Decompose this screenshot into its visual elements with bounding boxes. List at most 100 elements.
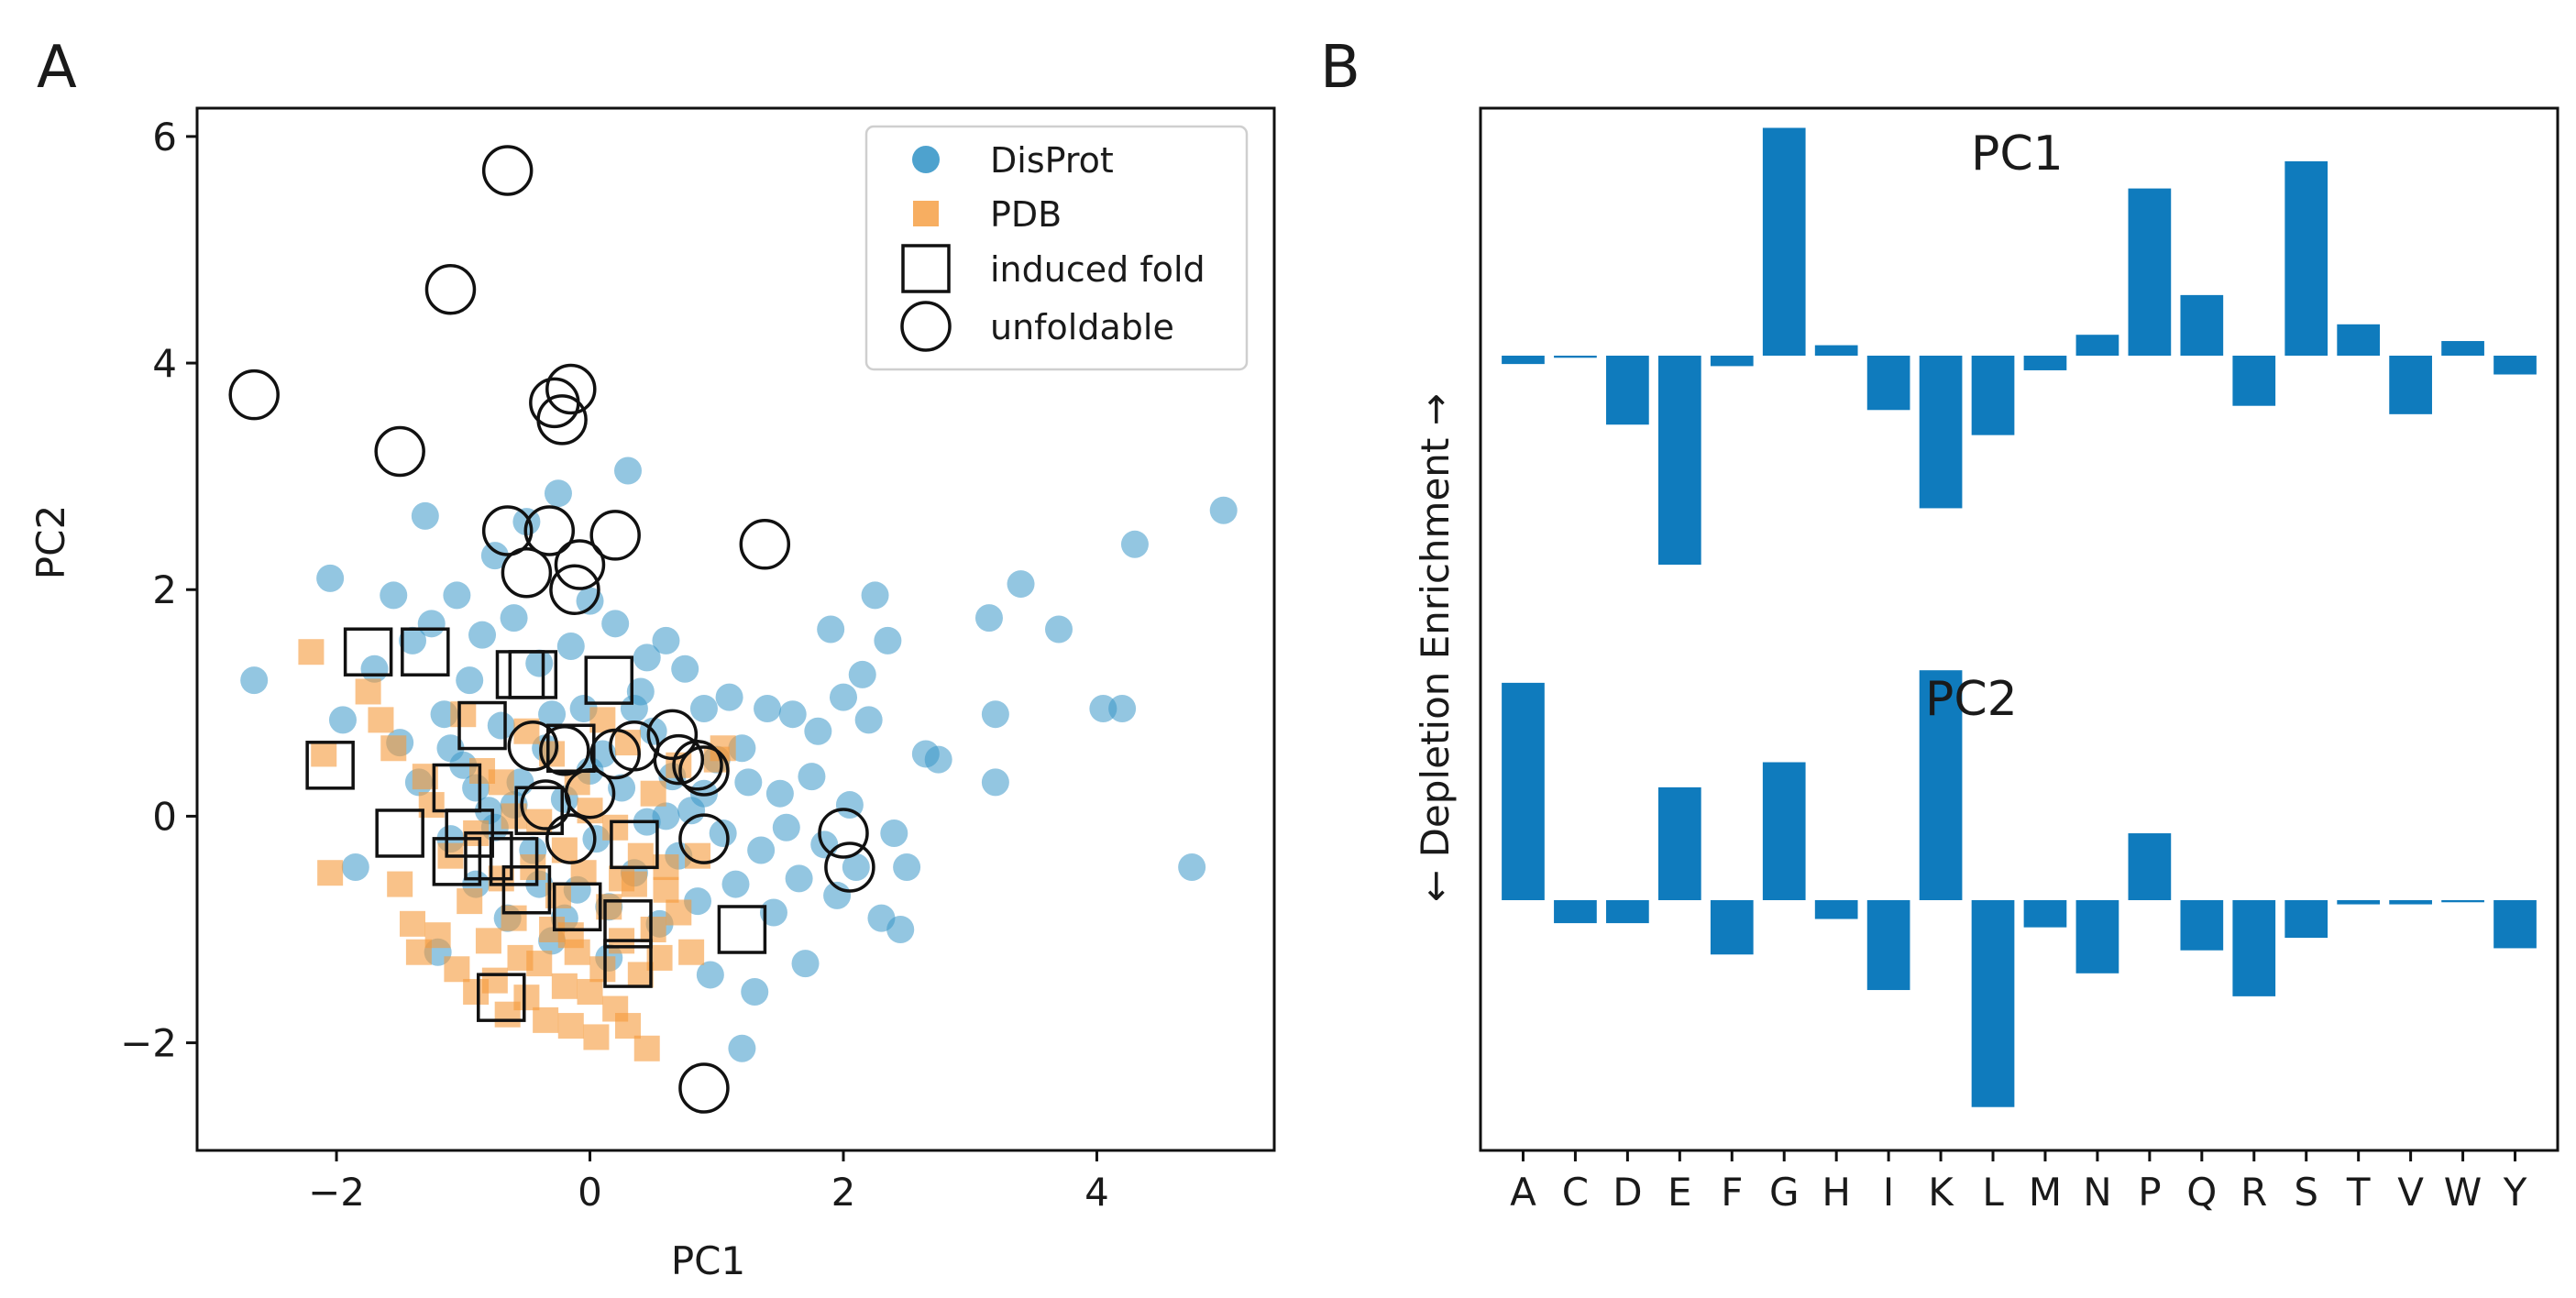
unfoldable-marker [678, 1062, 730, 1114]
disprot-point [443, 581, 471, 610]
disprot-point [1007, 570, 1035, 599]
pc1-bar [1919, 356, 1963, 509]
unfoldable-marker [481, 505, 534, 556]
category-label: R [2240, 1170, 2267, 1215]
series-title: PC1 [1971, 126, 2064, 182]
induced-fold-marker [375, 808, 424, 858]
pc1-bar [1814, 345, 1858, 356]
pc1-bar [2441, 341, 2484, 356]
x-tick-label: −2 [308, 1170, 365, 1215]
pdb-point [678, 939, 705, 965]
category-label: P [2138, 1170, 2161, 1215]
induced-fold-marker [717, 905, 767, 954]
pdb-point [298, 639, 325, 666]
pdb-point [475, 928, 501, 954]
scatter-plot: −2 0 2 4 −2 0 2 4 6 PC1 PC2 DisProt PDB induced fold u… [28, 106, 1276, 1283]
unfoldable-marker [536, 394, 588, 446]
disprot-point [880, 819, 908, 847]
x-tick-label: 4 [1084, 1170, 1109, 1215]
pc1-bar [2284, 160, 2328, 356]
pdb-point [380, 735, 407, 762]
bar-chart: PC1 PC2 A C D E F G H I K L M N P Q R S T V W Y ← Depletion En… [1413, 106, 2559, 1215]
induced-fold-marker [584, 655, 634, 705]
pc2-bar [1971, 900, 2015, 1107]
disprot-point [974, 604, 1003, 632]
category-label: V [2397, 1170, 2424, 1215]
x-axis-label: PC1 [671, 1238, 745, 1283]
pc2-bar [2441, 900, 2484, 903]
disprot-point [791, 950, 820, 978]
disprot-point [804, 717, 832, 745]
series-title: PC2 [1925, 672, 2018, 727]
disprot-point [525, 649, 554, 677]
disprot-point [671, 654, 699, 683]
unfoldable-marker [678, 745, 730, 797]
disprot-point [652, 802, 680, 830]
disprot-point [456, 666, 484, 695]
disprot-point [696, 961, 724, 989]
pdb-point [424, 922, 451, 949]
disprot-point [399, 626, 426, 654]
unfoldable-marker [653, 733, 705, 786]
disprot-point [487, 711, 515, 740]
unfoldable-marker [539, 724, 590, 776]
pdb-point [368, 707, 394, 733]
disprot-point [1089, 695, 1117, 723]
induced-fold-marker [514, 786, 564, 835]
category-label: I [1883, 1170, 1894, 1215]
disprot-point [538, 700, 567, 729]
pdb-point [557, 922, 584, 949]
disprot-point [785, 864, 813, 893]
category-label: F [1721, 1170, 1743, 1215]
unfoldable-marker [739, 519, 791, 570]
legend-box [864, 125, 1249, 371]
unfoldable-marker [501, 546, 553, 599]
y-tick-label: 4 [152, 341, 177, 386]
induced-fold-marker [477, 973, 526, 1022]
unfoldable-marker [564, 767, 616, 820]
induced-fold-marker [546, 723, 596, 774]
disprot-point [893, 853, 921, 882]
disprot-point [728, 1034, 756, 1062]
pdb-point [311, 741, 337, 767]
legend-label: DisProt [990, 140, 1114, 181]
pc1-bar [1657, 356, 1701, 565]
disprot-point [817, 615, 845, 644]
disprot-point [417, 610, 446, 638]
unfoldable-marker [523, 505, 576, 556]
pdb-point [583, 1024, 610, 1050]
pc2-bar [1919, 670, 1963, 900]
pc2-bar [2232, 900, 2276, 996]
pc2-bar [1866, 900, 1910, 991]
unfoldable-marker [818, 808, 869, 859]
category-label: C [1562, 1170, 1589, 1215]
induced-fold-marker [508, 650, 558, 699]
category-label: N [2083, 1170, 2111, 1215]
y-tick-label: 0 [152, 794, 177, 839]
pc1-bar [2232, 356, 2276, 406]
legend-label: unfoldable [990, 307, 1174, 347]
induced-fold-marker [305, 741, 355, 790]
unfoldable-marker [549, 564, 600, 615]
disprot-point [981, 768, 1009, 797]
pdb-point [481, 967, 508, 994]
disprot-point [1045, 615, 1073, 644]
induced-fold-marker [552, 882, 602, 932]
disprot-point [601, 610, 630, 638]
plot-frame [1479, 106, 2559, 1152]
category-label: W [2444, 1170, 2482, 1215]
category-label: H [1822, 1170, 1851, 1215]
pdb-point [633, 1035, 660, 1062]
panel-a-label: A [37, 34, 77, 102]
legend: DisProt PDB induced fold unfoldable [864, 125, 1249, 371]
unfoldable-marker [678, 813, 730, 864]
pc1-bar [1606, 356, 1649, 425]
pdb-point [444, 956, 470, 983]
disprot-point [689, 695, 718, 723]
disprot-point [747, 836, 776, 864]
pc2-bar [2493, 900, 2537, 949]
pdb-point [488, 769, 514, 796]
pc1-bar [1554, 356, 1597, 358]
pdb-point [577, 798, 603, 824]
y-axis-label: PC2 [28, 505, 73, 579]
